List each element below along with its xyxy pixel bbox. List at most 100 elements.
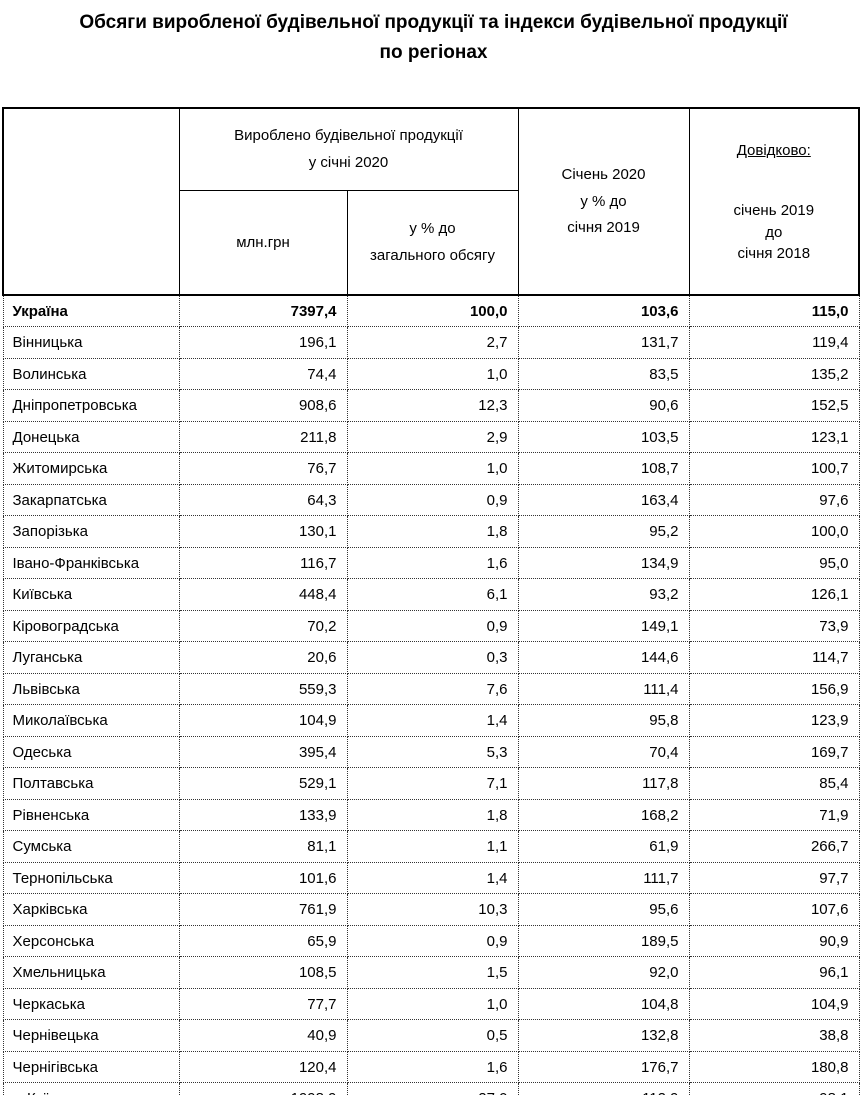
mln-grn-cell: 81,1 [178,830,348,863]
table-row: Львівська 559,3 7,6 111,4 156,9 [2,672,860,706]
index-jan2019-cell: 100,0 [688,515,860,548]
index-jan2019-cell: 107,6 [688,893,860,926]
index-jan2019-cell: 97,6 [688,483,860,517]
index-jan2019-cell: 38,8 [688,1019,860,1052]
table-header: Вироблено будівельної продукції у січні … [2,106,860,297]
pct-of-total-cell: 0,3 [346,641,519,674]
table-row: Запорізька 130,1 1,8 95,2 100,0 [2,515,860,548]
region-name-cell: Полтавська [2,767,180,800]
mln-grn-cell: 104,9 [178,704,348,737]
region-name-cell: Житомирська [2,452,180,485]
pct-of-total-cell: 1,0 [346,452,519,485]
pct-of-total-cell: 1,4 [346,861,519,895]
region-name-cell: Чернігівська [2,1050,180,1084]
index-jan2019-cell: 152,5 [688,389,860,422]
mln-grn-cell: 108,5 [178,956,348,989]
index-jan2020-cell: 189,5 [517,924,690,958]
index-jan2019-cell: 100,7 [688,452,860,485]
pct-of-total-cell: 100,0 [346,294,519,328]
pct-of-total-cell: 1,0 [346,357,519,391]
region-name-cell: Харківська [2,893,180,926]
pct-of-total-cell: 1,0 [346,987,519,1021]
region-name-cell: Львівська [2,672,180,706]
pct-of-total-cell: 1,8 [346,515,519,548]
index-jan2020-cell: 144,6 [517,641,690,674]
index-jan2020-cell: 103,5 [517,420,690,454]
region-name-cell: Волинська [2,357,180,391]
reference-period: січень 2019 до січня 2018 [733,201,815,263]
mln-grn-cell: 64,3 [178,483,348,517]
pct-of-total-cell: 0,9 [346,483,519,517]
region-name-cell: Хмельницька [2,956,180,989]
table-row: Полтавська 529,1 7,1 117,8 85,4 [2,767,860,800]
mln-grn-cell: 196,1 [178,326,348,359]
table-row: Дніпропетровська 908,6 12,3 90,6 152,5 [2,389,860,422]
mln-grn-cell: 40,9 [178,1019,348,1052]
pct-of-total-cell: 5,3 [346,735,519,769]
mln-grn-cell: 211,8 [178,420,348,454]
mln-grn-cell: 70,2 [178,609,348,643]
index-jan2020-cell: 168,2 [517,798,690,832]
index-jan2019-cell: 135,2 [688,357,860,391]
pct-of-total-cell: 7,1 [346,767,519,800]
index-jan2019-cell: 156,9 [688,672,860,706]
pct-of-total-cell: 1,5 [346,956,519,989]
table-row: Чернігівська 120,4 1,6 176,7 180,8 [2,1050,860,1084]
index-jan2019-cell: 96,1 [688,956,860,989]
mln-grn-cell: 130,1 [178,515,348,548]
pct-of-total-cell: 1,8 [346,798,519,832]
index-jan2020-cell: 90,6 [517,389,690,422]
regions-table: Вироблено будівельної продукції у січні … [2,106,860,1095]
mln-grn-cell: 559,3 [178,672,348,706]
index-jan2020-cell: 108,7 [517,452,690,485]
index-jan2020-cell: 95,6 [517,893,690,926]
table-row: Київська 448,4 6,1 93,2 126,1 [2,578,860,611]
index-jan2019-cell: 98,1 [688,1082,860,1095]
produced-group-header: Вироблено будівельної продукції у січні … [178,107,519,192]
index-jan2020-cell: 70,4 [517,735,690,769]
pct-of-total-cell: 6,1 [346,578,519,611]
pct-of-total-header: у % до загального обсягу [346,190,519,297]
index-jan2020-cell: 132,8 [517,1019,690,1052]
jan2020-index-header: Січень 2020 у % до січня 2019 [517,106,690,297]
index-jan2019-cell: 85,4 [688,767,860,800]
region-name-cell: м.Київ [2,1082,180,1095]
index-jan2020-cell: 111,4 [517,672,690,706]
region-name-cell: Чернівецька [2,1019,180,1052]
index-jan2019-cell: 73,9 [688,609,860,643]
index-jan2020-cell: 95,2 [517,515,690,548]
index-jan2019-cell: 180,8 [688,1050,860,1084]
pct-of-total-cell: 0,5 [346,1019,519,1052]
mln-grn-cell: 120,4 [178,1050,348,1084]
table-row: Вінницька 196,1 2,7 131,7 119,4 [2,326,860,359]
mln-grn-cell: 133,9 [178,798,348,832]
pct-of-total-cell: 7,6 [346,672,519,706]
mln-grn-cell: 761,9 [178,893,348,926]
index-jan2019-cell: 123,1 [688,420,860,454]
corner-cell [2,106,180,297]
table-row: Кіровоградська 70,2 0,9 149,1 73,9 [2,609,860,643]
table-row: Херсонська 65,9 0,9 189,5 90,9 [2,924,860,958]
reference-header: Довідково: січень 2019 до січня 2018 [688,106,860,297]
index-jan2020-cell: 117,8 [517,767,690,800]
mln-grn-cell: 448,4 [178,578,348,611]
index-jan2019-cell: 126,1 [688,578,860,611]
index-jan2019-cell: 266,7 [688,830,860,863]
index-jan2020-cell: 61,9 [517,830,690,863]
table-row: Луганська 20,6 0,3 144,6 114,7 [2,641,860,674]
pct-of-total-cell: 2,7 [346,326,519,359]
pct-of-total-cell: 27,0 [346,1082,519,1095]
region-name-cell: Вінницька [2,326,180,359]
index-jan2020-cell: 104,8 [517,987,690,1021]
pct-of-total-cell: 10,3 [346,893,519,926]
index-jan2019-cell: 119,4 [688,326,860,359]
pct-of-total-cell: 1,4 [346,704,519,737]
table-row: Миколаївська 104,9 1,4 95,8 123,9 [2,704,860,737]
region-name-cell: Рівненська [2,798,180,832]
index-jan2019-cell: 114,7 [688,641,860,674]
index-jan2020-cell: 83,5 [517,357,690,391]
index-jan2020-cell: 111,7 [517,861,690,895]
pct-of-total-cell: 1,6 [346,1050,519,1084]
mln-grn-header: млн.грн [178,190,348,297]
region-name-cell: Одеська [2,735,180,769]
